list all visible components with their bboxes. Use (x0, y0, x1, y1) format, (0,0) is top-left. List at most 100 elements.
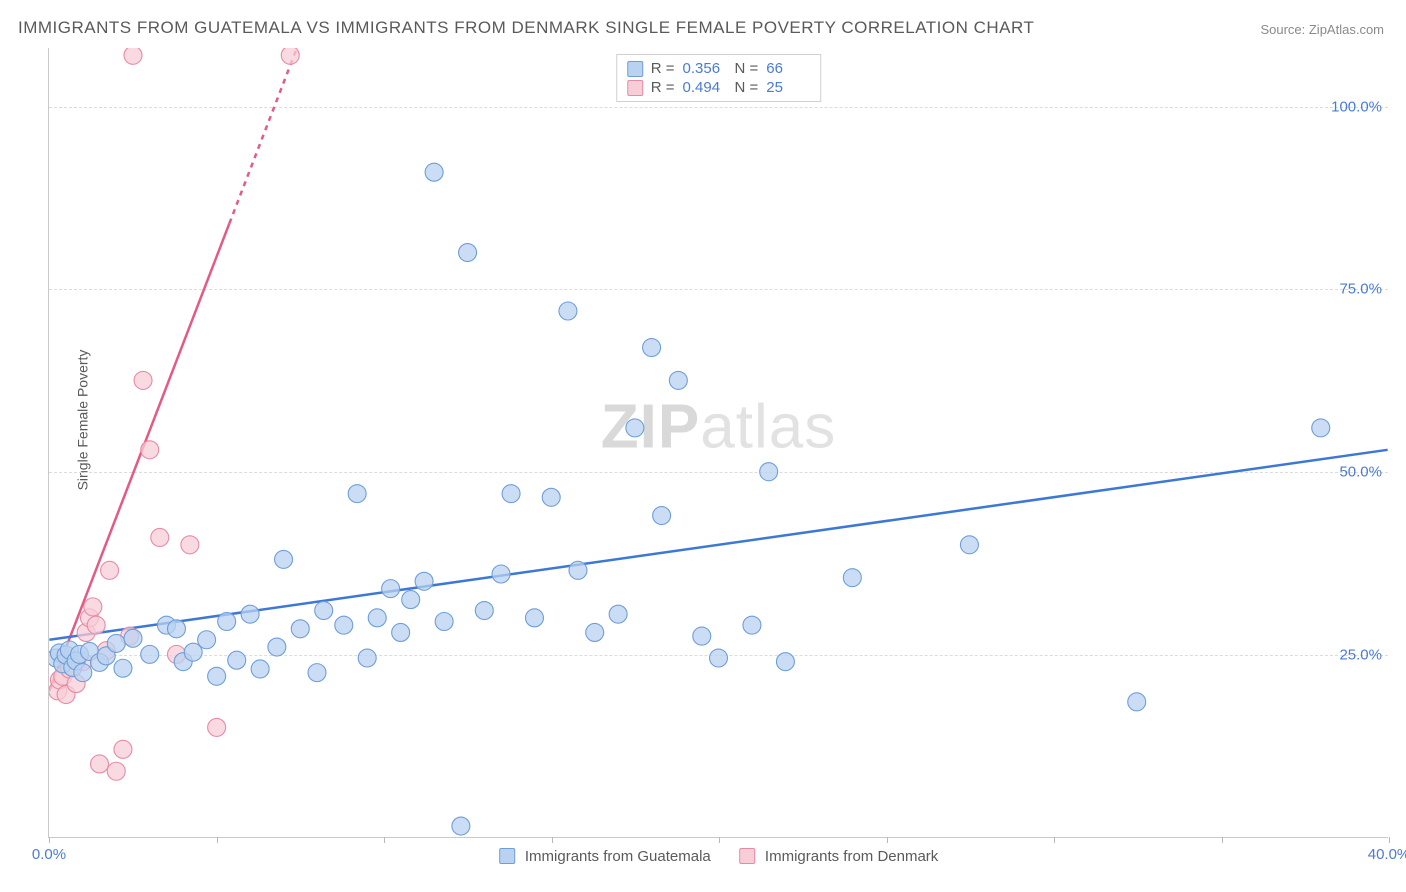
data-point-guatemala (358, 649, 376, 667)
data-point-guatemala (435, 612, 453, 630)
data-point-guatemala (392, 623, 410, 641)
data-point-guatemala (74, 664, 92, 682)
data-point-denmark (107, 762, 125, 780)
data-point-denmark (97, 642, 115, 660)
data-point-guatemala (960, 536, 978, 554)
legend-item-denmark: Immigrants from Denmark (739, 848, 939, 865)
data-point-denmark (91, 755, 109, 773)
data-point-guatemala (542, 488, 560, 506)
x-tick (719, 837, 720, 843)
data-point-guatemala (107, 634, 125, 652)
data-point-guatemala (492, 565, 510, 583)
data-point-guatemala (502, 485, 520, 503)
data-point-denmark (208, 718, 226, 736)
data-point-guatemala (368, 609, 386, 627)
data-point-guatemala (157, 616, 175, 634)
data-point-denmark (121, 627, 139, 645)
data-point-denmark (60, 660, 78, 678)
trend-line-denmark (229, 48, 297, 223)
data-point-guatemala (251, 660, 269, 678)
data-point-denmark (101, 561, 119, 579)
data-point-guatemala (402, 591, 420, 609)
data-point-guatemala (475, 602, 493, 620)
data-point-guatemala (669, 371, 687, 389)
trend-line-denmark (49, 223, 229, 691)
x-tick (552, 837, 553, 843)
data-point-guatemala (198, 631, 216, 649)
source-attribution: Source: ZipAtlas.com (1260, 22, 1384, 37)
data-point-denmark (151, 528, 169, 546)
data-point-guatemala (54, 655, 72, 673)
legend-swatch-denmark (627, 80, 643, 96)
trend-line-guatemala (49, 450, 1387, 640)
scatter-plot: ZIPatlas 25.0%50.0%75.0%100.0% 0.0%40.0%… (48, 48, 1388, 838)
data-point-guatemala (275, 550, 293, 568)
scatter-points-layer (49, 48, 1388, 837)
data-point-denmark (281, 48, 299, 64)
data-point-guatemala (415, 572, 433, 590)
n-label: N = (735, 60, 759, 77)
x-tick (217, 837, 218, 843)
x-tick (1054, 837, 1055, 843)
data-point-guatemala (335, 616, 353, 634)
r-label: R = (651, 60, 675, 77)
data-point-guatemala (49, 649, 65, 667)
data-point-denmark (50, 671, 68, 689)
y-tick-label: 25.0% (1339, 647, 1382, 664)
x-tick (1389, 837, 1390, 843)
data-point-guatemala (228, 651, 246, 669)
y-tick-label: 50.0% (1339, 464, 1382, 481)
x-tick-label: 40.0% (1368, 846, 1406, 863)
data-point-guatemala (167, 620, 185, 638)
watermark: ZIPatlas (601, 391, 836, 462)
data-point-guatemala (315, 602, 333, 620)
data-point-guatemala (525, 609, 543, 627)
data-point-guatemala (184, 643, 202, 661)
legend-label-denmark: Immigrants from Denmark (765, 848, 938, 865)
data-point-guatemala (710, 649, 728, 667)
x-tick (887, 837, 888, 843)
data-point-guatemala (559, 302, 577, 320)
data-point-denmark (87, 616, 105, 634)
data-point-guatemala (1128, 693, 1146, 711)
data-point-guatemala (81, 642, 99, 660)
data-point-denmark (81, 609, 99, 627)
data-point-guatemala (452, 817, 470, 835)
x-tick (1222, 837, 1223, 843)
data-point-guatemala (843, 569, 861, 587)
data-point-denmark (49, 682, 67, 700)
data-point-guatemala (291, 620, 309, 638)
data-point-guatemala (425, 163, 443, 181)
data-point-guatemala (459, 244, 477, 262)
r-value-guatemala: 0.356 (683, 60, 727, 77)
legend-swatch-denmark (739, 848, 755, 864)
data-point-denmark (54, 667, 72, 685)
data-point-guatemala (124, 629, 142, 647)
legend-swatch-guatemala (499, 848, 515, 864)
data-point-denmark (141, 441, 159, 459)
data-point-denmark (84, 598, 102, 616)
data-point-guatemala (64, 659, 82, 677)
y-tick-label: 75.0% (1339, 281, 1382, 298)
data-point-denmark (114, 740, 132, 758)
data-point-guatemala (268, 638, 286, 656)
data-point-denmark (77, 623, 95, 641)
data-point-guatemala (60, 641, 78, 659)
r-label: R = (651, 79, 675, 96)
legend-row-guatemala: R = 0.356 N = 66 (627, 59, 811, 78)
gridline (49, 289, 1388, 290)
data-point-denmark (181, 536, 199, 554)
data-point-guatemala (1312, 419, 1330, 437)
legend-item-guatemala: Immigrants from Guatemala (499, 848, 711, 865)
data-point-denmark (134, 371, 152, 389)
data-point-denmark (67, 675, 85, 693)
data-point-denmark (124, 48, 142, 64)
data-point-guatemala (643, 339, 661, 357)
data-point-guatemala (218, 612, 236, 630)
y-tick-label: 100.0% (1331, 98, 1382, 115)
legend-swatch-guatemala (627, 61, 643, 77)
chart-title: IMMIGRANTS FROM GUATEMALA VS IMMIGRANTS … (18, 18, 1034, 38)
n-label: N = (735, 79, 759, 96)
x-tick-label: 0.0% (32, 846, 66, 863)
data-point-denmark (57, 686, 75, 704)
